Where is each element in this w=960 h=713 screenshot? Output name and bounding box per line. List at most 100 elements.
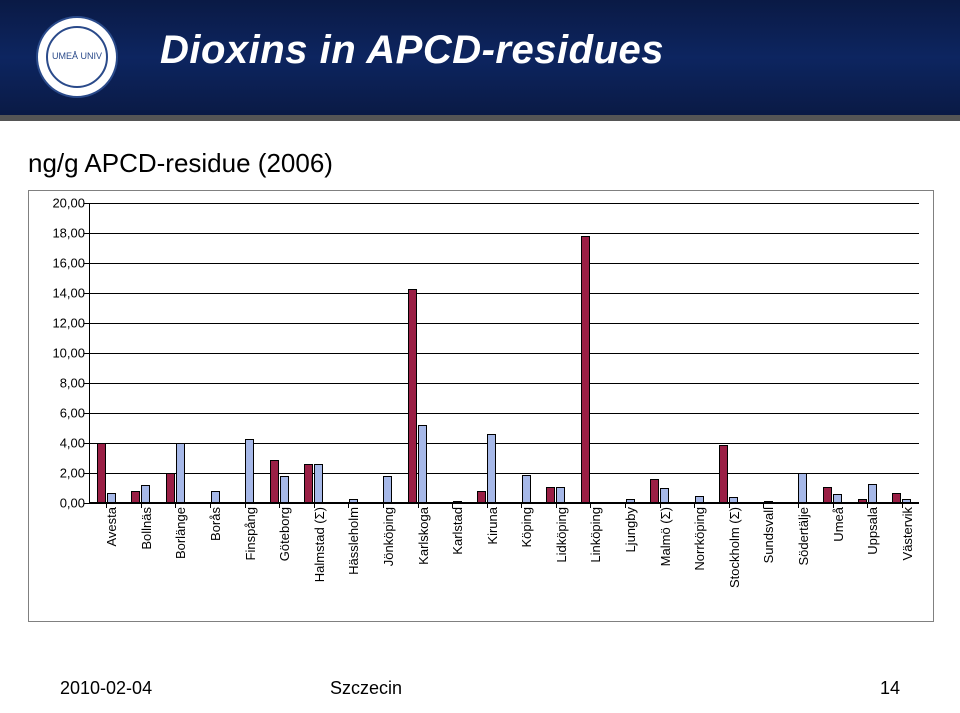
bar (418, 425, 427, 503)
bar (695, 496, 704, 504)
chart-container: 0,002,004,006,008,0010,0012,0014,0016,00… (28, 190, 934, 622)
gridline (89, 233, 919, 234)
gridline (89, 293, 919, 294)
y-tick-label: 6,00 (39, 406, 85, 421)
gridline (89, 413, 919, 414)
x-tick-label: Linköping (588, 503, 603, 563)
bar-group: Linköping (579, 236, 601, 503)
bar (408, 289, 417, 504)
y-tick-label: 10,00 (39, 346, 85, 361)
bar (211, 491, 220, 503)
x-tick-label: Köping (519, 503, 534, 547)
bar-group: Ljungby (614, 499, 636, 503)
bar-group: Borås (199, 491, 221, 503)
bar (546, 487, 555, 504)
y-tick-label: 4,00 (39, 436, 85, 451)
y-tick-label: 16,00 (39, 256, 85, 271)
x-tick-label: Ljungby (623, 503, 638, 553)
bar (798, 473, 807, 503)
slide: UMEÅ UNIV Dioxins in APCD-residues ng/g … (0, 0, 960, 713)
y-tick-label: 14,00 (39, 286, 85, 301)
bar (304, 464, 313, 503)
bar-group: Halmstad (Σ) (303, 464, 325, 503)
bar-group: Finspång (234, 439, 256, 504)
bar-group: Karlstad (441, 501, 463, 503)
x-tick-label: Bollnäs (139, 503, 154, 550)
bar-group: Köping (510, 475, 532, 504)
x-tick-label: Lidköping (554, 503, 569, 563)
bar (176, 443, 185, 503)
footer-location: Szczecin (330, 678, 402, 699)
bar (833, 494, 842, 503)
bar (868, 484, 877, 504)
bar (556, 487, 565, 504)
bar-group: Bollnäs (130, 485, 152, 503)
bar-group: Västervik (891, 493, 913, 504)
bar-group: Sundsvall (752, 501, 774, 503)
gridline (89, 383, 919, 384)
university-logo: UMEÅ UNIV (36, 16, 118, 98)
gridline (89, 353, 919, 354)
bar-group: Borlänge (164, 443, 186, 503)
bar (650, 479, 659, 503)
y-tick-label: 20,00 (39, 196, 85, 211)
bar-group: Hässleholm (337, 499, 359, 503)
bar-group: Stockholm (Σ) (718, 445, 740, 504)
bar (477, 491, 486, 503)
gridline (89, 323, 919, 324)
gridline (89, 443, 919, 444)
plot-area: 0,002,004,006,008,0010,0012,0014,0016,00… (89, 203, 919, 503)
bar-group: Malmö (Σ) (649, 479, 671, 503)
logo-text: UMEÅ UNIV (46, 26, 108, 88)
y-tick-label: 2,00 (39, 466, 85, 481)
x-tick-label: Stockholm (Σ) (727, 503, 742, 588)
bar-group: Göteborg (268, 460, 290, 504)
bar (892, 493, 901, 504)
footer-page: 14 (880, 678, 900, 699)
bar (383, 476, 392, 503)
x-tick-label: Norrköping (692, 503, 707, 571)
bar (131, 491, 140, 503)
bar (280, 476, 289, 503)
bar-group: Jönköping (372, 476, 394, 503)
x-tick-label: Sundsvall (761, 503, 776, 563)
gridline (89, 263, 919, 264)
bar (581, 236, 590, 503)
bar (314, 464, 323, 503)
bar (823, 487, 832, 504)
bar-group: Lidköping (545, 487, 567, 504)
gridline (89, 203, 919, 204)
bar (660, 488, 669, 503)
x-tick-label: Södertälje (796, 503, 811, 566)
footer-date: 2010-02-04 (60, 678, 152, 699)
x-tick-label: Karlskoga (416, 503, 431, 565)
bar (245, 439, 254, 504)
bar (107, 493, 116, 504)
y-tick-label: 18,00 (39, 226, 85, 241)
bar (522, 475, 531, 504)
bar (141, 485, 150, 503)
x-tick-label: Malmö (Σ) (658, 503, 673, 566)
bar-group: Kiruna (476, 434, 498, 503)
bar (270, 460, 279, 504)
x-tick-label: Halmstad (Σ) (312, 503, 327, 582)
bar-group: Umeå (822, 487, 844, 504)
x-tick-label: Avesta (104, 503, 119, 547)
bar (719, 445, 728, 504)
slide-title: Dioxins in APCD-residues (160, 28, 664, 73)
x-tick-label: Göteborg (277, 503, 292, 561)
bar-group: Uppsala (856, 484, 878, 504)
slide-subtitle: ng/g APCD-residue (2006) (28, 148, 333, 179)
bar-group: Norrköping (683, 496, 705, 504)
x-tick-label: Karlstad (450, 503, 465, 555)
x-tick-label: Kiruna (485, 503, 500, 545)
x-tick-label: Finspång (243, 503, 258, 560)
x-tick-label: Borlänge (173, 503, 188, 559)
x-tick-label: Uppsala (865, 503, 880, 555)
x-tick-label: Hässleholm (346, 503, 361, 575)
x-tick-label: Umeå (831, 503, 846, 542)
bar (166, 473, 175, 503)
y-tick-label: 8,00 (39, 376, 85, 391)
bar-group: Avesta (95, 443, 117, 503)
x-tick-label: Borås (208, 503, 223, 541)
